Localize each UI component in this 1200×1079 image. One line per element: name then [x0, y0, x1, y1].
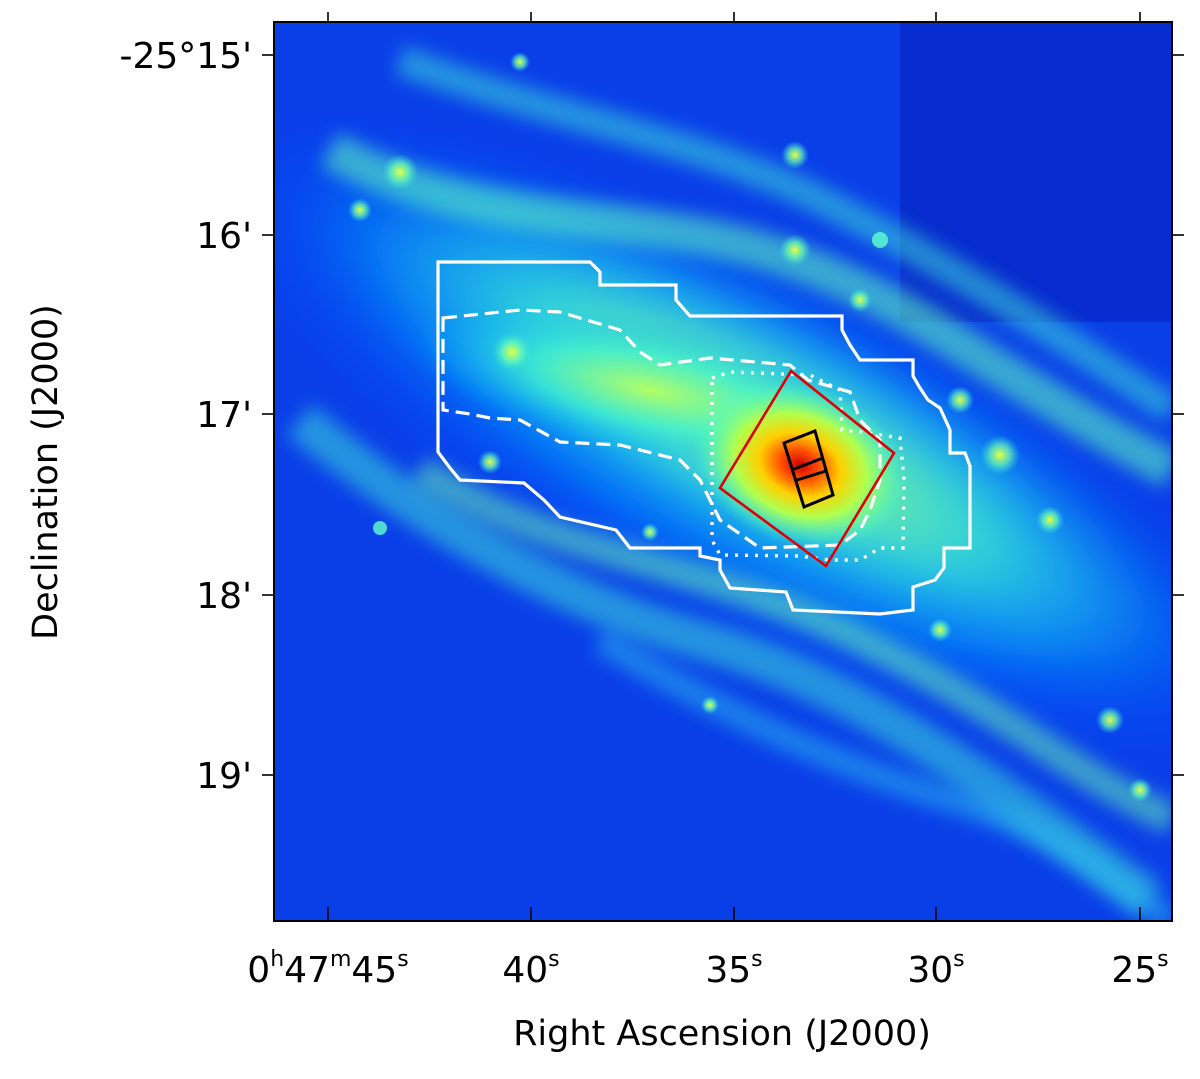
slit-boxes — [782, 429, 835, 510]
x-tick-label: 35s — [705, 947, 762, 991]
y-tick-labels: -25°15' 16' 17' 18' 19' — [119, 36, 252, 797]
x-tick-label: 25s — [1111, 947, 1168, 991]
y-tick-label: 16' — [196, 216, 252, 257]
overlay-contours — [436, 260, 972, 616]
galaxy-image — [274, 22, 1172, 921]
dashed-contour — [441, 308, 882, 550]
solid-contour — [436, 260, 972, 616]
y-axis-title: Declination (J2000) — [26, 304, 66, 640]
y-tick-label: -25°15' — [119, 36, 252, 77]
x-tick-labels: 0h47m45s 40s 35s 30s 25s — [247, 947, 1168, 991]
y-tick-label: 18' — [196, 576, 252, 617]
plot-frame — [273, 21, 1173, 922]
x-tick-label: 40s — [502, 947, 559, 991]
x-tick-label: 30s — [907, 947, 964, 991]
x-tick-label: 0h47m45s — [247, 947, 408, 991]
y-tick-label: 19' — [196, 756, 252, 797]
rotated-field — [718, 369, 896, 568]
y-tick-label: 17' — [196, 395, 252, 436]
x-axis-title: Right Ascension (J2000) — [513, 1014, 931, 1054]
axis-ticks — [262, 12, 1184, 921]
